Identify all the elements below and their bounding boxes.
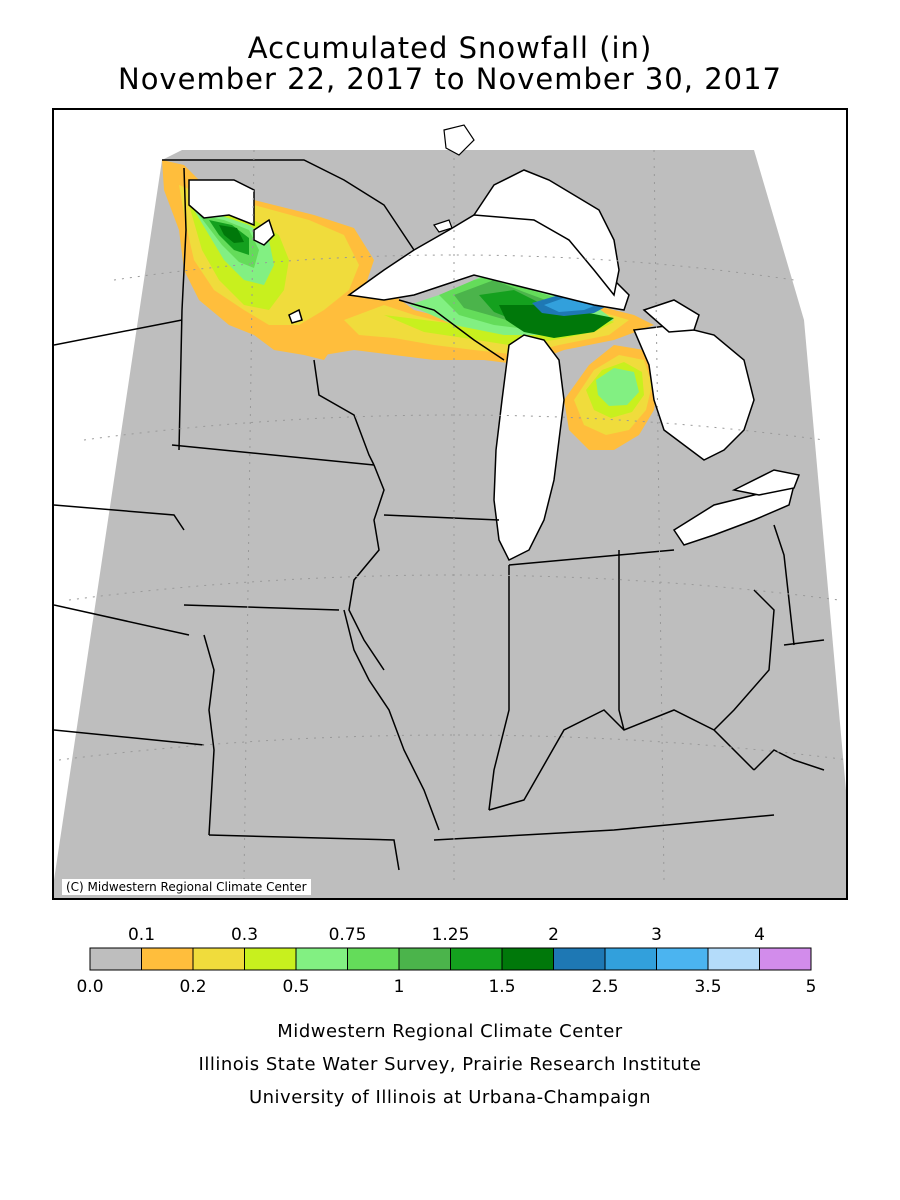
lake-huron: [632, 324, 755, 461]
legend-swatch: [398, 947, 451, 971]
legend-top-label: 0.75: [329, 925, 367, 945]
legend-swatch: [604, 947, 657, 971]
footer-line-3: University of Illinois at Urbana-Champai…: [248, 1087, 652, 1108]
legend-top-label: 0.3: [231, 925, 258, 945]
legend-svg: 0.1 0.3 0.75 1.25 2 3 4 0.0 0.2 0.5 1 1.5 2.5 3.5 5: [76, 925, 817, 997]
legend-bottom-label: 5: [806, 977, 817, 997]
lake-erie: [672, 483, 796, 546]
legend-swatch: [450, 947, 503, 971]
legend-bottom-label: 0.2: [179, 977, 206, 997]
footer-line-1: Midwestern Regional Climate Center: [277, 1021, 623, 1042]
great-lakes: [188, 169, 801, 562]
legend-top-label: 0.1: [128, 925, 155, 945]
lake-michigan: [493, 334, 565, 562]
legend-swatch: [244, 947, 297, 971]
graticule: [58, 149, 846, 881]
footer-line-2: Illinois State Water Survey, Prairie Res…: [198, 1054, 702, 1075]
legend-swatch: [759, 947, 812, 971]
legend-bottom-label: 3.5: [694, 977, 721, 997]
legend-swatch: [501, 947, 554, 971]
map-title: Accumulated Snowfall (in): [247, 31, 653, 65]
legend-swatch: [656, 947, 709, 971]
legend-swatch: [553, 947, 606, 971]
map-date-range: November 22, 2017 to November 30, 2017: [118, 62, 782, 96]
legend-top-label: 3: [651, 925, 662, 945]
legend-top-label: 4: [754, 925, 765, 945]
legend-swatch: [347, 947, 400, 971]
legend-bottom-label: 0.0: [76, 977, 103, 997]
legend-swatch: [89, 947, 142, 971]
color-legend: 0.1 0.3 0.75 1.25 2 3 4 0.0 0.2 0.5 1 1.5 2.5 3.5 5: [0, 920, 900, 1000]
legend-top-label: 1.25: [432, 925, 470, 945]
legend-swatch: [295, 947, 348, 971]
legend-swatch: [707, 947, 760, 971]
legend-top-label: 2: [548, 925, 559, 945]
legend-swatch: [141, 947, 194, 971]
map-copyright: (C) Midwestern Regional Climate Center: [62, 879, 311, 895]
legend-swatch: [192, 947, 245, 971]
snowfall-map: (C) Midwestern Regional Climate Center: [52, 108, 848, 900]
legend-bottom-label: 0.5: [282, 977, 309, 997]
legend-bottom-label: 2.5: [591, 977, 618, 997]
legend-bottom-label: 1.5: [488, 977, 515, 997]
state-borders: [54, 159, 825, 871]
legend-bottom-label: 1: [394, 977, 405, 997]
